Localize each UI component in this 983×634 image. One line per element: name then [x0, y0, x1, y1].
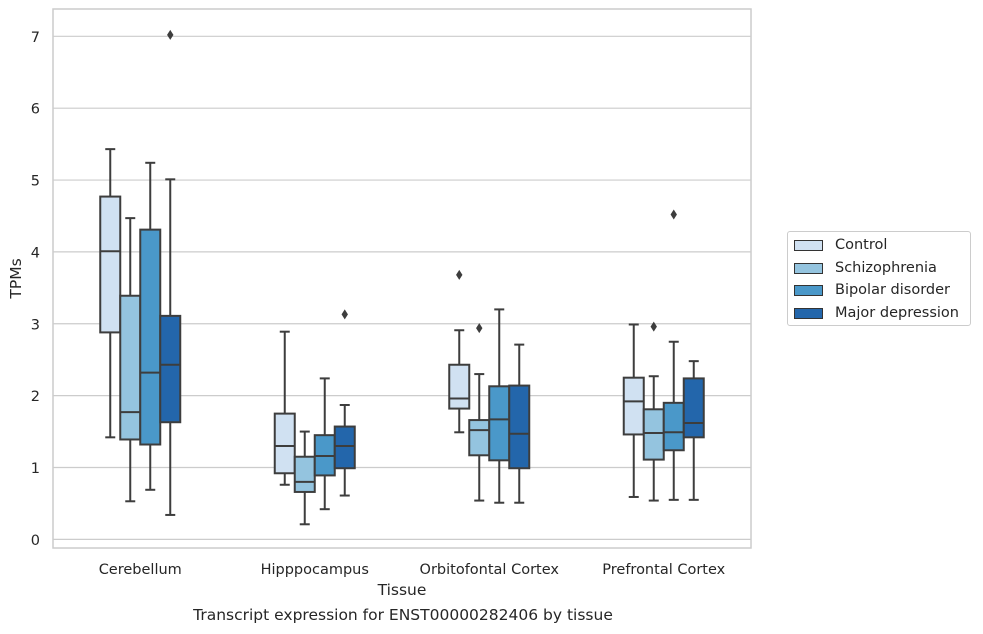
box-major-depression [333, 309, 356, 497]
legend-item-schizophrenia: Schizophrenia [794, 258, 937, 278]
box [139, 228, 162, 446]
box [293, 455, 316, 493]
box [468, 419, 491, 457]
box [488, 385, 511, 462]
plot-frame [52, 8, 752, 549]
y-tick-label: 4 [31, 245, 40, 261]
figure-caption: Transcript expression for ENST0000028240… [193, 606, 613, 624]
box [159, 314, 182, 424]
legend-item-bipolar-disorder: Bipolar disorder [794, 280, 950, 300]
box [642, 408, 665, 461]
legend-swatch-control [794, 239, 823, 251]
outlier-marker [650, 321, 657, 332]
outlier-marker [476, 323, 483, 334]
box-bipolar-disorder [662, 209, 685, 501]
x-tick-label: Cerebellum [99, 562, 182, 578]
box [622, 376, 645, 436]
legend-swatch-major-depression [794, 307, 823, 319]
box-control [448, 269, 471, 434]
legend-label-control: Control [835, 237, 888, 253]
y-tick-label: 0 [31, 533, 40, 549]
legend-swatch-bipolar-disorder [794, 284, 823, 296]
box-control [99, 148, 122, 439]
box-schizophrenia [468, 323, 491, 502]
box [508, 384, 531, 470]
box-schizophrenia [293, 430, 316, 526]
box [662, 401, 685, 452]
x-axis-label: Tissue [377, 581, 427, 599]
box-bipolar-disorder [488, 308, 511, 504]
outlier-marker [341, 309, 348, 320]
box-control [622, 323, 645, 498]
legend-item-major-depression: Major depression [794, 303, 959, 323]
legend: Control Schizophrenia Bipolar disorder M… [787, 231, 971, 326]
box-plots [99, 29, 705, 526]
box [273, 412, 296, 475]
box [682, 377, 705, 439]
y-tick-labels: 0 1 2 3 4 5 6 7 [31, 30, 40, 549]
box [119, 294, 142, 441]
outlier-marker [670, 209, 677, 220]
box-major-depression [159, 29, 182, 516]
legend-label-major-depression: Major depression [835, 305, 959, 321]
x-tick-label: Hipppocampus [261, 562, 369, 578]
x-tick-label: Orbitofontal Cortex [420, 562, 560, 578]
x-tick-labels: Cerebellum Hipppocampus Orbitofontal Corte… [99, 562, 726, 578]
box [448, 363, 471, 410]
box-control [273, 330, 296, 486]
y-tick-label: 5 [31, 174, 40, 190]
box [99, 195, 122, 334]
outlier-marker [167, 29, 174, 40]
y-tick-label: 3 [31, 317, 40, 333]
outlier-marker [456, 269, 463, 280]
box-major-depression [508, 343, 531, 504]
legend-swatch-schizophrenia [794, 262, 823, 274]
box-major-depression [682, 360, 705, 501]
legend-label-bipolar-disorder: Bipolar disorder [835, 282, 950, 298]
y-tick-label: 6 [31, 102, 40, 118]
x-tick-label: Prefrontal Cortex [602, 562, 725, 578]
box [333, 425, 356, 470]
legend-label-schizophrenia: Schizophrenia [835, 260, 937, 276]
y-axis-label: TPMs [7, 258, 25, 299]
y-tick-label: 2 [31, 389, 40, 405]
y-tick-label: 1 [31, 461, 40, 477]
y-tick-label: 7 [31, 30, 40, 46]
legend-item-control: Control [794, 235, 887, 255]
box-bipolar-disorder [139, 161, 162, 491]
box-schizophrenia [642, 321, 665, 502]
box-schizophrenia [119, 217, 142, 503]
box-bipolar-disorder [313, 377, 336, 511]
